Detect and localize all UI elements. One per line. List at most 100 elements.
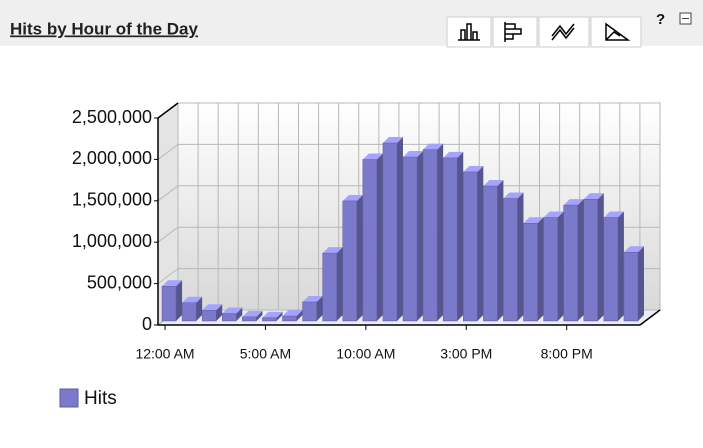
bar-top — [423, 143, 444, 150]
bar-top — [302, 295, 323, 302]
bar-side — [477, 165, 484, 321]
bar — [222, 313, 237, 322]
bar-top — [362, 153, 383, 160]
bar-side — [396, 136, 403, 321]
bar-top — [382, 136, 403, 143]
grid-line-side — [157, 143, 179, 160]
tab-hbar[interactable] — [492, 16, 538, 48]
bar-side — [457, 151, 464, 321]
bar — [161, 285, 177, 322]
bar-side — [336, 247, 343, 321]
bar-top — [322, 247, 343, 254]
bar — [422, 149, 438, 322]
grid-line-side — [157, 185, 179, 202]
bar-top — [483, 180, 504, 187]
icon — [504, 22, 522, 42]
bar — [302, 301, 317, 322]
y-tick-label: 1,000,000 — [72, 231, 152, 251]
bar-top — [182, 296, 203, 303]
x-tick-label: 5:00 AM — [240, 346, 291, 362]
bar-top — [623, 246, 644, 253]
bar-top — [222, 307, 243, 314]
help[interactable]: ? — [656, 11, 665, 28]
bar — [382, 142, 398, 322]
bar-side — [256, 310, 263, 321]
bar — [442, 157, 458, 322]
legend-label: Hits — [84, 388, 117, 409]
bar-side — [296, 310, 303, 321]
bar-side — [316, 295, 323, 321]
chart-title[interactable]: Hits by Hour of the Day — [10, 19, 199, 38]
x-axis-end — [639, 309, 661, 326]
tabs — [446, 16, 642, 48]
icon — [551, 23, 575, 41]
tab-bar[interactable] — [446, 16, 492, 48]
bar-top — [523, 217, 544, 224]
bar-side — [236, 307, 243, 321]
bar-top — [503, 192, 524, 199]
x-tick-label: 8:00 PM — [541, 346, 593, 362]
x-tick-label: 12:00 AM — [135, 346, 194, 362]
bar-top — [162, 280, 183, 287]
y-tick-label: 0 — [142, 314, 152, 334]
bar — [242, 316, 257, 322]
bar-top — [282, 310, 303, 317]
bar-side — [617, 211, 624, 321]
bar-top — [603, 211, 624, 218]
bar-side — [196, 296, 203, 321]
bar — [523, 223, 538, 322]
bar-side — [497, 180, 504, 321]
bar-side — [577, 199, 584, 321]
icon — [458, 23, 480, 41]
bar-side — [637, 246, 644, 321]
bar-side — [417, 151, 424, 321]
bar-top — [202, 304, 223, 311]
bar-side — [276, 311, 283, 321]
bar — [201, 309, 217, 322]
bar — [603, 217, 619, 322]
bar — [583, 199, 599, 322]
bar-top — [583, 193, 604, 200]
bar — [563, 204, 578, 322]
tab-line[interactable] — [538, 16, 590, 48]
bar-side — [537, 217, 544, 321]
bar-side — [356, 194, 363, 321]
y-tick-label: 1,500,000 — [72, 190, 152, 210]
bar — [543, 217, 558, 322]
x-tick-label: 3:00 PM — [440, 346, 492, 362]
bar — [282, 315, 297, 322]
y-axis-top — [157, 102, 179, 119]
legend-swatch — [59, 388, 79, 408]
y-tick-label: 2,000,000 — [72, 148, 152, 168]
bar — [503, 198, 518, 322]
y-tick-label: 2,500,000 — [72, 107, 152, 127]
bar-side — [557, 211, 564, 321]
bar — [483, 185, 498, 322]
bar-side — [597, 193, 604, 321]
icon — [605, 22, 631, 41]
bar — [342, 200, 358, 322]
bar-side — [376, 153, 383, 321]
grid-line-side — [157, 226, 179, 243]
bar-top — [443, 151, 464, 158]
bar-top — [242, 310, 263, 317]
bar — [362, 159, 378, 322]
bar — [402, 156, 418, 322]
x-tick-label: 10:00 AM — [336, 346, 395, 362]
bar-top — [543, 211, 564, 218]
bar — [181, 302, 197, 322]
bar-top — [463, 165, 484, 172]
bar-top — [262, 311, 283, 318]
bar-top — [342, 194, 363, 201]
grid-line-side — [157, 268, 179, 285]
bar-side — [216, 304, 223, 321]
bar-top — [563, 199, 584, 206]
bar — [322, 252, 337, 322]
bar-side — [437, 143, 444, 321]
bar-side — [176, 280, 183, 321]
bar-side — [517, 192, 524, 321]
bar-top — [403, 151, 424, 158]
bar — [623, 252, 639, 322]
bar — [463, 171, 478, 322]
